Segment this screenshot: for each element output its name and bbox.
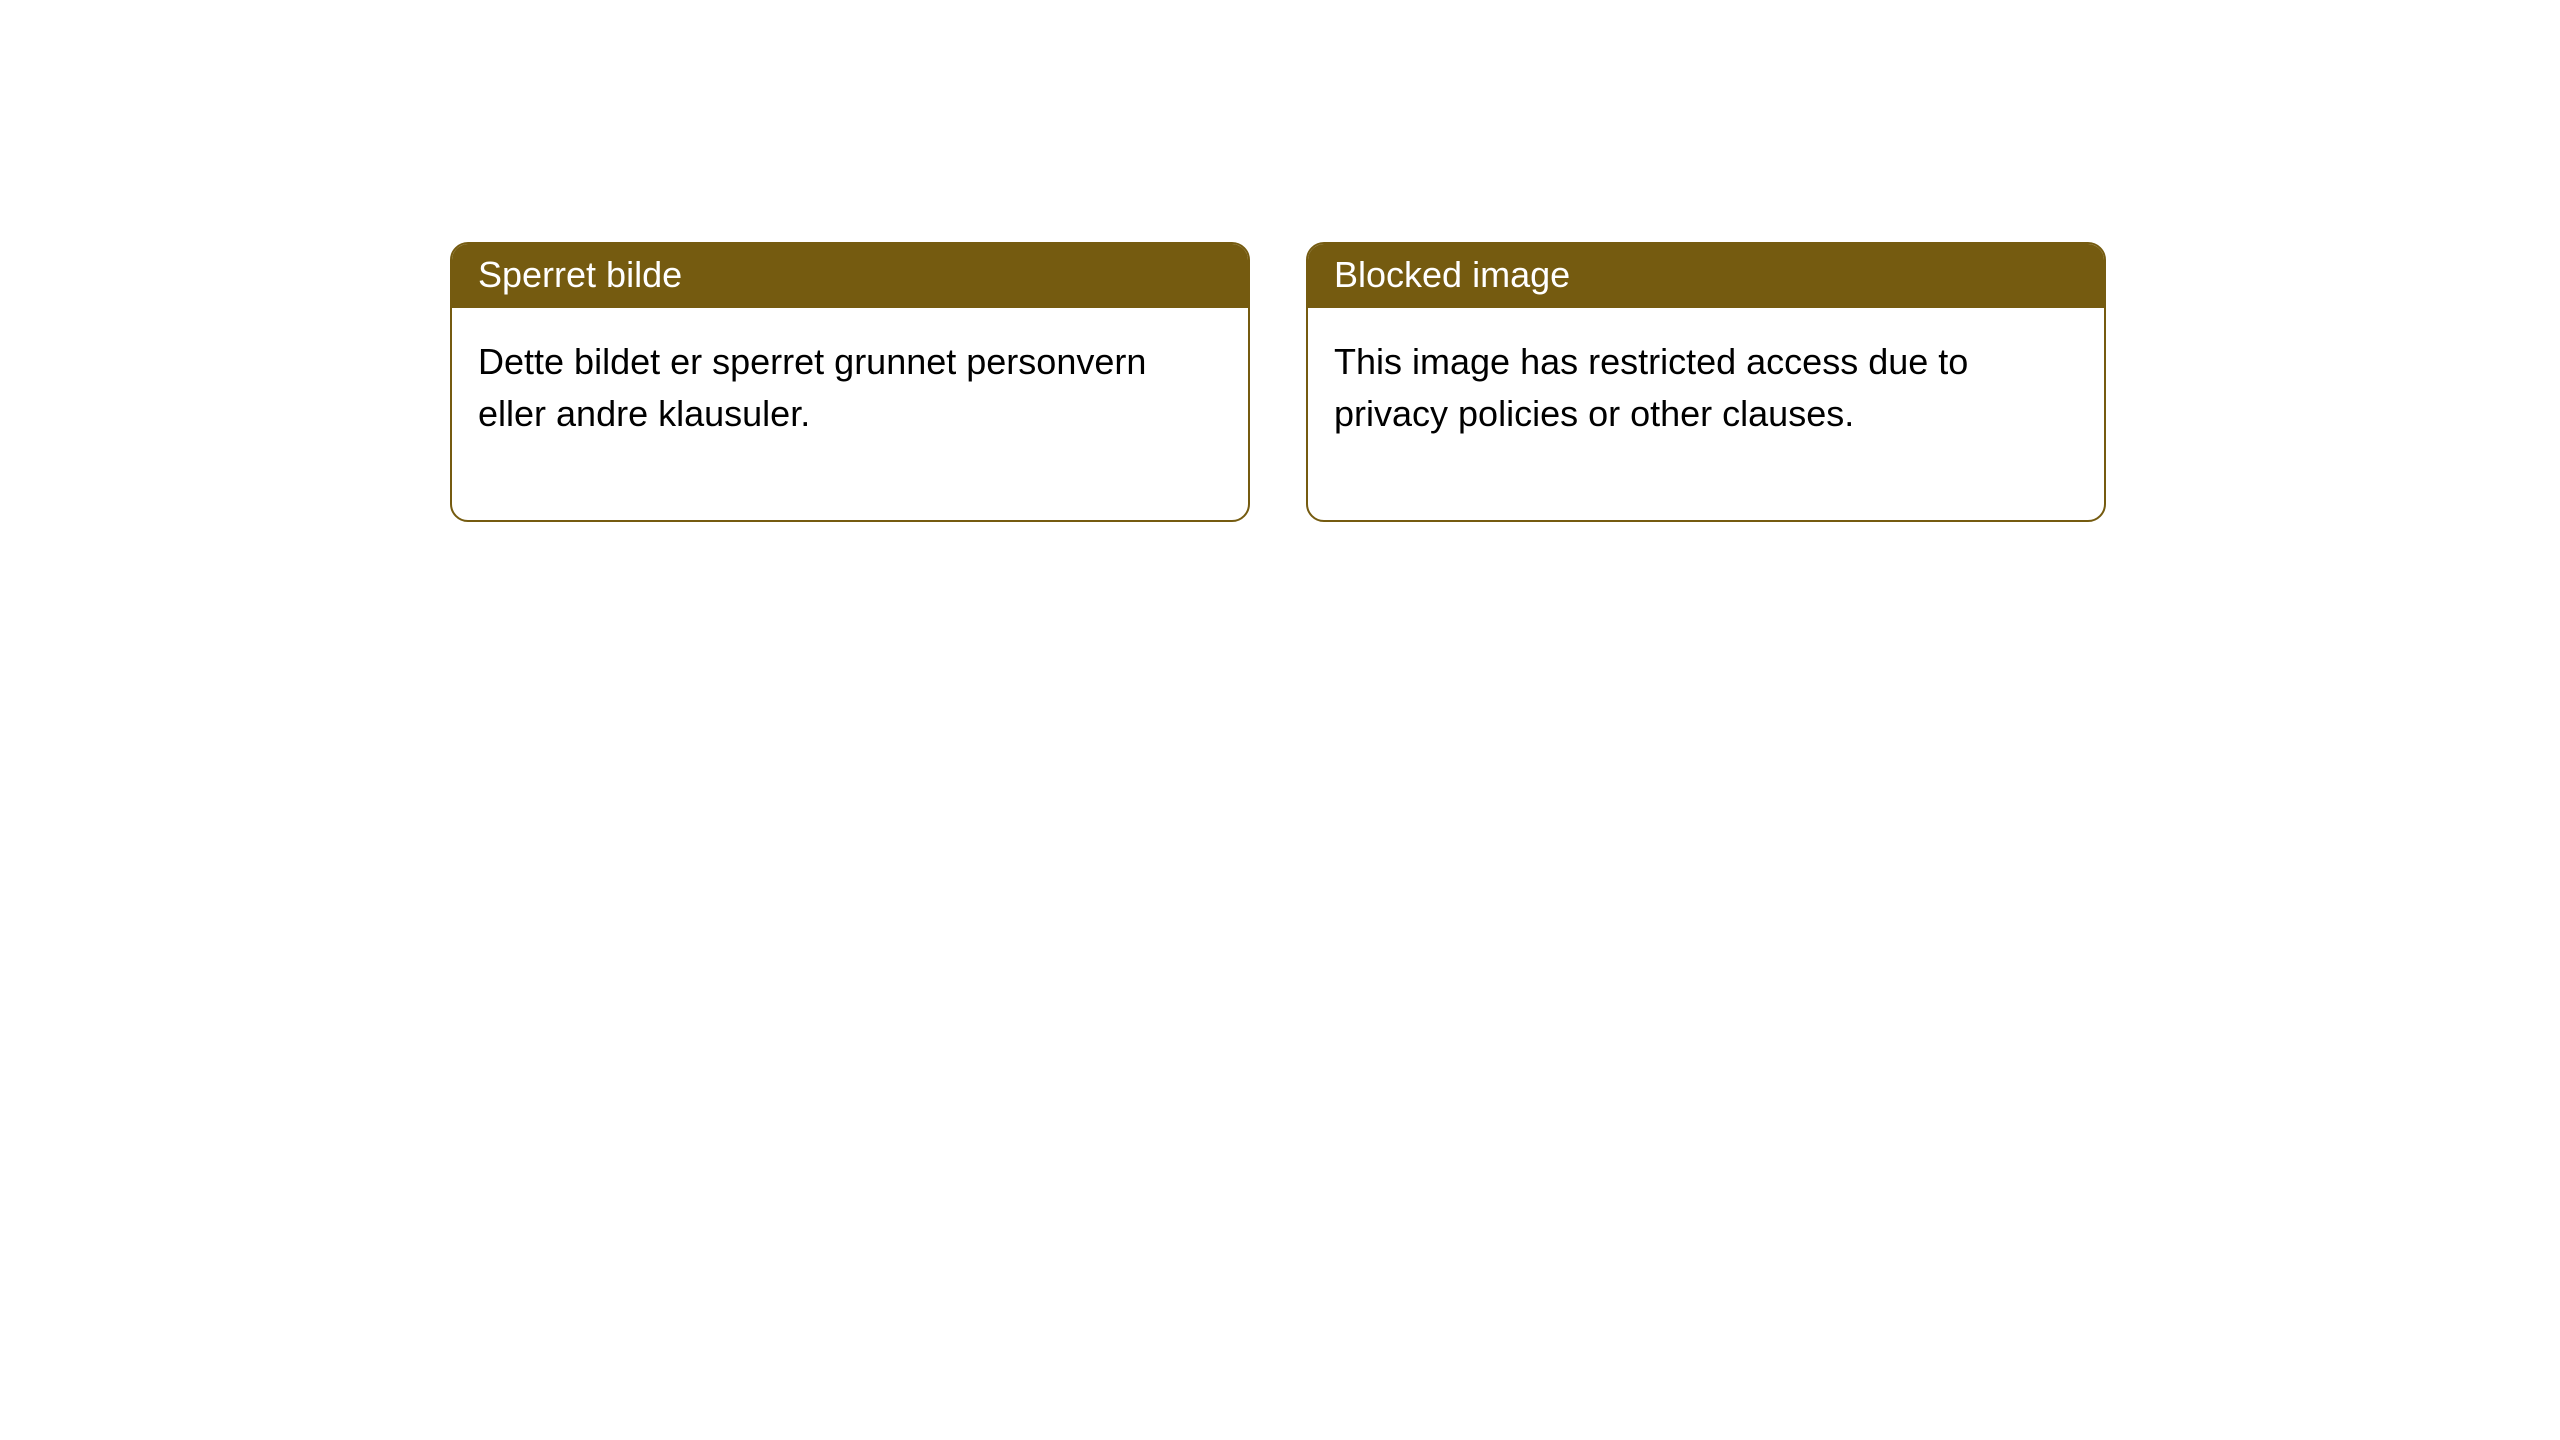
notice-card-english: Blocked image This image has restricted … (1306, 242, 2106, 522)
notice-header: Blocked image (1308, 244, 2104, 308)
notice-body: Dette bildet er sperret grunnet personve… (452, 308, 1248, 520)
notice-body: This image has restricted access due to … (1308, 308, 2104, 520)
notice-header: Sperret bilde (452, 244, 1248, 308)
notice-card-norwegian: Sperret bilde Dette bildet er sperret gr… (450, 242, 1250, 522)
notices-container: Sperret bilde Dette bildet er sperret gr… (450, 242, 2106, 522)
